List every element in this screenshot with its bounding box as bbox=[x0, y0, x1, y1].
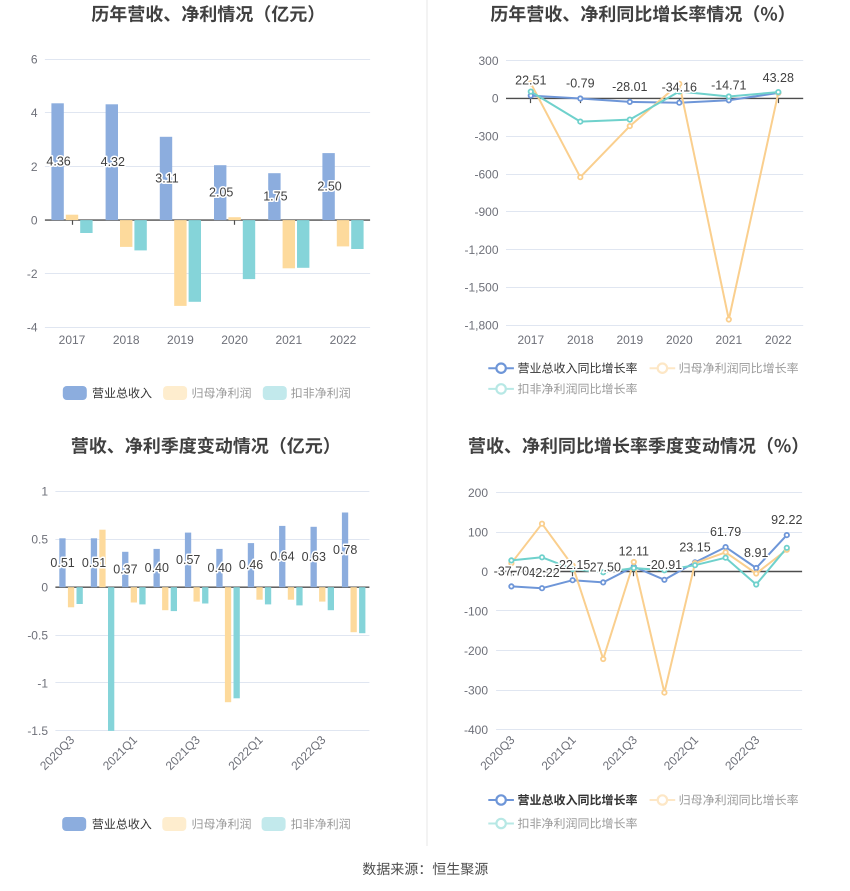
svg-text:-1,800: -1,800 bbox=[464, 319, 498, 333]
svg-text:6: 6 bbox=[31, 53, 38, 67]
svg-text:2020Q3: 2020Q3 bbox=[37, 733, 77, 773]
svg-text:2021Q3: 2021Q3 bbox=[600, 733, 640, 773]
svg-text:22.51: 22.51 bbox=[515, 74, 546, 88]
svg-text:2018: 2018 bbox=[113, 333, 140, 347]
svg-text:43.28: 43.28 bbox=[763, 71, 794, 85]
svg-text:2022: 2022 bbox=[765, 333, 792, 347]
svg-text:2019: 2019 bbox=[616, 333, 643, 347]
svg-text:2022: 2022 bbox=[330, 333, 357, 347]
svg-text:-20.91: -20.91 bbox=[647, 558, 682, 572]
svg-text:8.91: 8.91 bbox=[744, 546, 768, 560]
svg-text:100: 100 bbox=[468, 525, 488, 539]
svg-text:0.51: 0.51 bbox=[50, 556, 74, 570]
svg-text:2019: 2019 bbox=[167, 333, 194, 347]
svg-text:61.79: 61.79 bbox=[710, 525, 741, 539]
svg-text:92.22: 92.22 bbox=[771, 513, 802, 527]
svg-text:-200: -200 bbox=[464, 644, 488, 658]
svg-text:2020: 2020 bbox=[221, 333, 248, 347]
svg-text:200: 200 bbox=[468, 486, 488, 500]
svg-text:0.40: 0.40 bbox=[145, 561, 169, 575]
svg-text:-0.79: -0.79 bbox=[566, 77, 595, 91]
svg-text:4.36: 4.36 bbox=[46, 155, 70, 169]
svg-text:2021: 2021 bbox=[275, 333, 302, 347]
svg-text:2021Q1: 2021Q1 bbox=[539, 733, 579, 773]
svg-text:2022Q3: 2022Q3 bbox=[722, 733, 762, 773]
svg-text:-300: -300 bbox=[464, 683, 488, 697]
svg-text:0.5: 0.5 bbox=[31, 533, 48, 547]
svg-text:-27.50: -27.50 bbox=[585, 560, 620, 574]
svg-text:0.57: 0.57 bbox=[176, 553, 200, 567]
svg-text:-900: -900 bbox=[474, 205, 498, 219]
svg-text:2020: 2020 bbox=[666, 333, 693, 347]
svg-text:2022Q3: 2022Q3 bbox=[288, 733, 328, 773]
svg-text:0.51: 0.51 bbox=[82, 556, 106, 570]
svg-text:0: 0 bbox=[492, 92, 499, 106]
svg-text:0.78: 0.78 bbox=[333, 543, 357, 557]
svg-text:-400: -400 bbox=[464, 723, 488, 737]
svg-text:2.50: 2.50 bbox=[317, 180, 341, 194]
svg-text:0.63: 0.63 bbox=[302, 550, 326, 564]
svg-text:-1: -1 bbox=[37, 676, 48, 690]
svg-text:-22.15: -22.15 bbox=[555, 558, 590, 572]
svg-text:2021: 2021 bbox=[715, 333, 742, 347]
svg-text:-300: -300 bbox=[474, 130, 498, 144]
svg-text:4.32: 4.32 bbox=[101, 155, 125, 169]
svg-text:4: 4 bbox=[31, 106, 38, 120]
svg-text:2022Q1: 2022Q1 bbox=[226, 733, 266, 773]
svg-text:2022Q1: 2022Q1 bbox=[661, 733, 701, 773]
svg-text:2: 2 bbox=[31, 160, 38, 174]
svg-text:-4: -4 bbox=[27, 321, 38, 335]
svg-text:2.05: 2.05 bbox=[209, 186, 233, 200]
svg-text:-28.01: -28.01 bbox=[612, 80, 647, 94]
svg-text:300: 300 bbox=[478, 54, 498, 68]
svg-text:0.37: 0.37 bbox=[113, 563, 137, 577]
svg-text:2017: 2017 bbox=[59, 333, 86, 347]
svg-text:-34.16: -34.16 bbox=[662, 81, 697, 95]
svg-text:2021Q1: 2021Q1 bbox=[100, 733, 140, 773]
svg-text:1.75: 1.75 bbox=[263, 190, 287, 204]
svg-text:0: 0 bbox=[31, 213, 38, 227]
svg-text:3.11: 3.11 bbox=[155, 171, 178, 185]
svg-text:1: 1 bbox=[41, 485, 48, 499]
svg-text:0.46: 0.46 bbox=[239, 558, 263, 572]
svg-text:0: 0 bbox=[41, 581, 48, 595]
svg-text:0.64: 0.64 bbox=[270, 550, 294, 564]
svg-text:23.15: 23.15 bbox=[679, 540, 710, 554]
svg-text:2017: 2017 bbox=[517, 333, 544, 347]
svg-text:-14.71: -14.71 bbox=[711, 78, 746, 92]
svg-text:-2: -2 bbox=[27, 267, 38, 281]
svg-text:-1.5: -1.5 bbox=[27, 724, 48, 738]
svg-text:-100: -100 bbox=[464, 604, 488, 618]
svg-text:2021Q3: 2021Q3 bbox=[163, 733, 203, 773]
svg-text:-600: -600 bbox=[474, 167, 498, 181]
svg-text:0: 0 bbox=[481, 565, 488, 579]
svg-text:12.11: 12.11 bbox=[619, 545, 649, 559]
svg-text:-37.70: -37.70 bbox=[494, 564, 529, 578]
svg-text:2020Q3: 2020Q3 bbox=[477, 733, 517, 773]
svg-text:-42.22: -42.22 bbox=[524, 566, 559, 580]
svg-text:2018: 2018 bbox=[567, 333, 594, 347]
svg-text:-1,500: -1,500 bbox=[464, 281, 498, 295]
svg-text:-0.5: -0.5 bbox=[27, 628, 48, 642]
svg-text:0.40: 0.40 bbox=[208, 561, 232, 575]
svg-text:-1,200: -1,200 bbox=[464, 243, 498, 257]
